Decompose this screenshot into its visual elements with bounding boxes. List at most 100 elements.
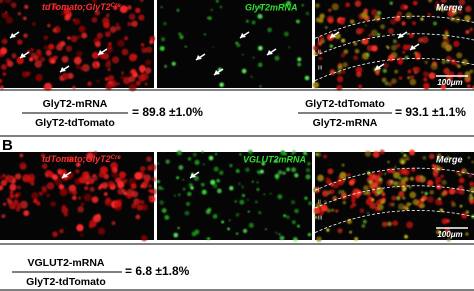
cell xyxy=(144,82,148,86)
cell xyxy=(407,69,412,74)
cell xyxy=(457,64,461,69)
cell xyxy=(2,202,7,206)
cell xyxy=(91,51,100,59)
cell xyxy=(415,54,421,61)
layer-boundary xyxy=(314,33,474,57)
cell xyxy=(164,215,170,220)
cell xyxy=(291,150,296,155)
cell xyxy=(441,8,445,12)
cell xyxy=(239,153,242,156)
cell xyxy=(372,151,380,158)
cell xyxy=(400,179,406,185)
cell xyxy=(104,77,109,81)
cell xyxy=(423,71,429,77)
cell xyxy=(43,35,49,40)
cell xyxy=(72,195,77,201)
cell xyxy=(291,220,296,225)
cell xyxy=(78,25,86,33)
cell xyxy=(221,220,225,224)
cell xyxy=(277,170,283,175)
cells xyxy=(313,1,451,86)
cell xyxy=(247,210,250,213)
denominator: GlyT2-mRNA xyxy=(313,117,378,129)
cell xyxy=(470,196,474,200)
cell xyxy=(456,52,463,59)
cell xyxy=(353,55,359,61)
layer-boundary xyxy=(314,210,474,234)
cell xyxy=(313,51,317,56)
cell xyxy=(46,193,50,198)
cell xyxy=(375,71,380,76)
cell xyxy=(151,176,157,182)
arrow-head xyxy=(410,45,416,50)
cell xyxy=(159,200,164,205)
cell xyxy=(381,221,388,228)
cell xyxy=(377,204,384,211)
cell xyxy=(81,64,90,72)
cell xyxy=(365,24,367,27)
cell xyxy=(406,221,414,229)
cell xyxy=(147,165,153,171)
cell xyxy=(105,61,112,68)
cell xyxy=(0,47,8,55)
cell xyxy=(336,84,343,91)
cell xyxy=(424,191,428,196)
cell xyxy=(377,33,381,37)
arrow-head xyxy=(375,65,381,70)
cell xyxy=(89,186,95,192)
cell xyxy=(465,210,469,214)
numerator: GlyT2-mRNA xyxy=(43,98,108,110)
cell xyxy=(212,214,218,219)
cell xyxy=(77,206,84,213)
layer-boundary xyxy=(314,58,474,82)
cell xyxy=(301,3,304,7)
cell xyxy=(173,232,179,238)
cell xyxy=(430,62,438,71)
cell xyxy=(336,178,345,186)
cell xyxy=(371,9,378,16)
cell xyxy=(203,33,206,36)
cell xyxy=(57,168,63,174)
cell xyxy=(9,177,14,182)
cell xyxy=(0,179,7,186)
cell xyxy=(34,60,42,68)
cell xyxy=(178,32,182,36)
cell xyxy=(201,189,207,195)
cell xyxy=(354,236,359,241)
cell xyxy=(424,60,428,65)
cell xyxy=(29,57,34,62)
cell xyxy=(263,193,266,196)
cell xyxy=(274,159,278,163)
cell xyxy=(93,151,98,156)
cell xyxy=(414,51,418,56)
cell xyxy=(78,176,86,184)
cell xyxy=(315,152,319,157)
cell xyxy=(241,185,244,188)
cell xyxy=(448,77,451,80)
cell xyxy=(380,200,384,205)
cell xyxy=(453,40,460,48)
cell xyxy=(277,194,283,200)
cell xyxy=(406,155,409,158)
cell xyxy=(328,8,332,12)
cell xyxy=(58,184,65,190)
cell xyxy=(389,180,394,184)
image-label: VGLUT2mRNA xyxy=(243,154,306,164)
cell xyxy=(36,51,43,57)
cell xyxy=(239,199,245,205)
cell xyxy=(115,25,121,31)
cell xyxy=(115,22,119,26)
cell xyxy=(14,173,22,180)
cell xyxy=(59,188,68,197)
cell xyxy=(410,176,414,181)
cell xyxy=(128,53,137,62)
image-background xyxy=(157,0,312,88)
cell xyxy=(459,189,465,195)
cell xyxy=(179,34,184,40)
cell xyxy=(44,45,49,50)
arrow-head xyxy=(240,33,246,38)
cell xyxy=(397,203,405,210)
cell xyxy=(256,181,259,184)
cell xyxy=(436,153,442,159)
cell xyxy=(420,17,424,21)
